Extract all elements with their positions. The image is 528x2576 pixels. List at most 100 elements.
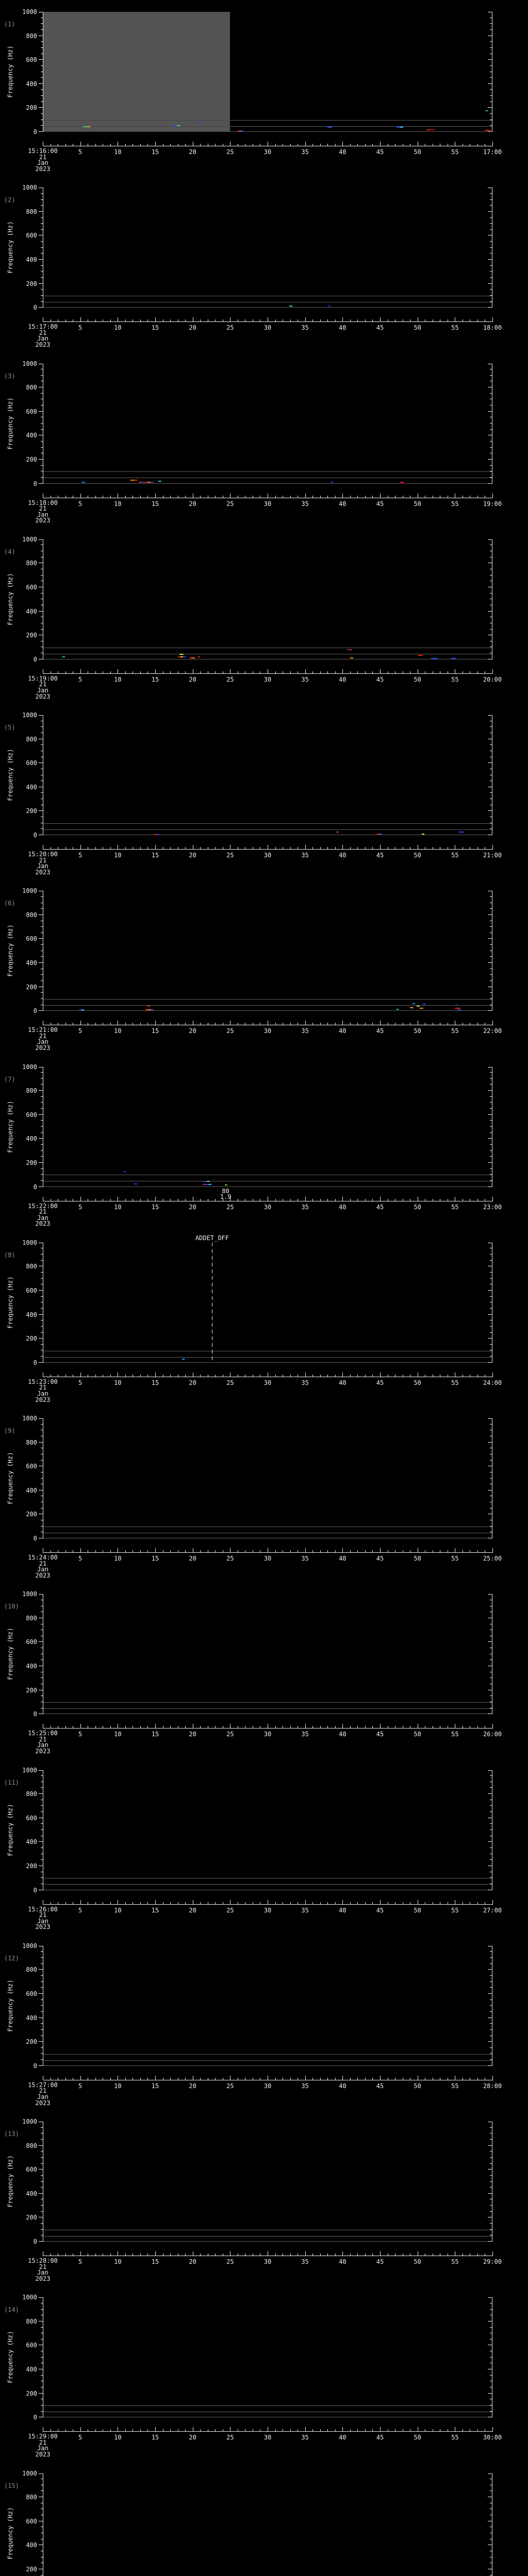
event-blob-segment xyxy=(183,656,186,658)
x-major-tick xyxy=(380,1021,381,1025)
y-minor-tick-right xyxy=(490,2005,492,2006)
x-minor-tick xyxy=(170,1726,171,1728)
y-tick-label: 1000 xyxy=(22,1239,37,1246)
y-minor-tick xyxy=(41,101,43,102)
y-major-tick-right xyxy=(488,1010,492,1011)
y-minor-tick-right xyxy=(490,2139,492,2140)
event-blob-segment xyxy=(205,1184,209,1185)
x-minor-tick xyxy=(477,2253,478,2256)
x-major-tick xyxy=(380,2075,381,2080)
x-start-datetime: 15:28:00 21 Jan 2023 xyxy=(28,2257,58,2282)
y-minor-tick-right xyxy=(490,193,492,194)
y-minor-tick-right xyxy=(490,926,492,927)
x-tick-label: 45 xyxy=(376,2258,384,2265)
spectrogram-chart: (12) Frequency (Hz) 0 200 400 600 800 1000 5 10 15… xyxy=(0,1942,528,2122)
x-minor-tick xyxy=(185,1198,186,1201)
y-major-tick-right xyxy=(488,1641,492,1642)
x-major-tick xyxy=(155,1900,156,1904)
y-tick-label: 800 xyxy=(26,560,37,567)
event-blob-segment xyxy=(134,480,138,481)
y-major-tick xyxy=(39,1010,43,1011)
y-tick-label: 600 xyxy=(26,1990,37,1997)
x-tick-label: 55 xyxy=(451,2082,459,2090)
x-minor-tick xyxy=(110,671,111,673)
x-tick-label: 10 xyxy=(114,1027,122,1035)
y-major-tick-right xyxy=(488,1841,492,1842)
x-minor-tick xyxy=(147,144,148,146)
plot-area xyxy=(43,363,492,484)
y-tick-label: 800 xyxy=(26,384,37,392)
y-major-tick-right xyxy=(488,539,492,540)
y-tick-label: 800 xyxy=(26,735,37,743)
x-minor-tick xyxy=(477,1726,478,1728)
y-tick-label: 1000 xyxy=(22,1063,37,1071)
plot-area xyxy=(43,2122,492,2242)
x-tick-label: 35 xyxy=(301,1906,309,1914)
y-minor-tick xyxy=(41,2338,43,2340)
x-minor-tick xyxy=(215,495,216,498)
x-major-tick xyxy=(80,2427,81,2432)
x-minor-tick xyxy=(110,1198,111,1201)
addet-off-label: ADDET_OFF xyxy=(195,1234,229,1242)
x-tick-label: 5 xyxy=(78,1379,82,1386)
x-minor-tick xyxy=(477,671,478,673)
x-minor-tick xyxy=(200,1374,201,1377)
y-minor-tick-right xyxy=(490,277,492,278)
y-major-tick-right xyxy=(488,611,492,612)
x-tick-label: 45 xyxy=(376,1731,384,1738)
x-tick-label: 20 xyxy=(189,1027,196,1035)
x-minor-tick xyxy=(200,671,201,673)
y-minor-tick xyxy=(41,1775,43,1776)
x-tick-label: 15 xyxy=(151,2258,159,2265)
y-minor-tick xyxy=(41,744,43,745)
y-minor-tick-right xyxy=(490,2181,492,2182)
x-minor-tick xyxy=(185,1374,186,1377)
persistent-signal-line xyxy=(43,126,230,127)
y-minor-tick xyxy=(41,2357,43,2358)
x-minor-tick xyxy=(110,1023,111,1025)
x-minor-tick xyxy=(125,319,126,322)
y-major-tick-right xyxy=(488,1138,492,1139)
y-minor-tick xyxy=(41,1326,43,1327)
x-major-tick xyxy=(155,2251,156,2256)
event-blob-segment xyxy=(85,126,88,127)
x-minor-tick xyxy=(320,1198,321,1201)
x-minor-tick xyxy=(335,1726,336,1728)
x-minor-tick xyxy=(140,2429,141,2432)
x-minor-tick xyxy=(335,2429,336,2432)
y-minor-tick xyxy=(41,429,43,430)
x-major-tick xyxy=(342,1021,343,1025)
y-tick-label: 0 xyxy=(33,655,37,663)
y-minor-tick xyxy=(41,2023,43,2024)
x-minor-tick xyxy=(312,1550,314,1552)
y-tick-label: 400 xyxy=(26,959,37,967)
x-minor-tick xyxy=(170,495,171,498)
y-minor-tick-right xyxy=(490,1126,492,1127)
y-major-tick-right xyxy=(488,411,492,412)
event-blob-segment xyxy=(139,482,142,483)
y-minor-tick xyxy=(41,2005,43,2006)
x-minor-tick xyxy=(357,1374,358,1377)
x-minor-tick xyxy=(335,1374,336,1377)
x-minor-tick xyxy=(290,144,291,146)
x-tick-label: 10 xyxy=(114,1379,122,1386)
plot-area: 80 1.9 xyxy=(43,1066,492,1200)
persistent-signal-line xyxy=(43,2060,492,2061)
y-minor-tick xyxy=(41,1823,43,1824)
chart-index-label: (12) xyxy=(4,1954,19,1962)
x-end-time-label: 29:00 xyxy=(483,2258,502,2265)
y-minor-tick-right xyxy=(490,1308,492,1309)
y-major-tick-right xyxy=(488,107,492,108)
y-major-tick xyxy=(39,715,43,716)
x-minor-tick xyxy=(350,319,351,322)
x-minor-tick xyxy=(290,671,291,673)
x-tick-label: 55 xyxy=(451,1027,459,1035)
x-minor-tick xyxy=(477,1550,478,1552)
spectrogram-chart: (13) Frequency (Hz) 0 200 400 600 800 1000 5 10 15… xyxy=(0,2118,528,2298)
event-blob-segment xyxy=(202,1184,206,1185)
x-tick-label: 30 xyxy=(263,2258,272,2265)
y-minor-tick xyxy=(41,1096,43,1097)
x-minor-tick xyxy=(215,1726,216,1728)
x-minor-tick xyxy=(95,319,96,322)
x-major-tick xyxy=(492,1372,493,1377)
